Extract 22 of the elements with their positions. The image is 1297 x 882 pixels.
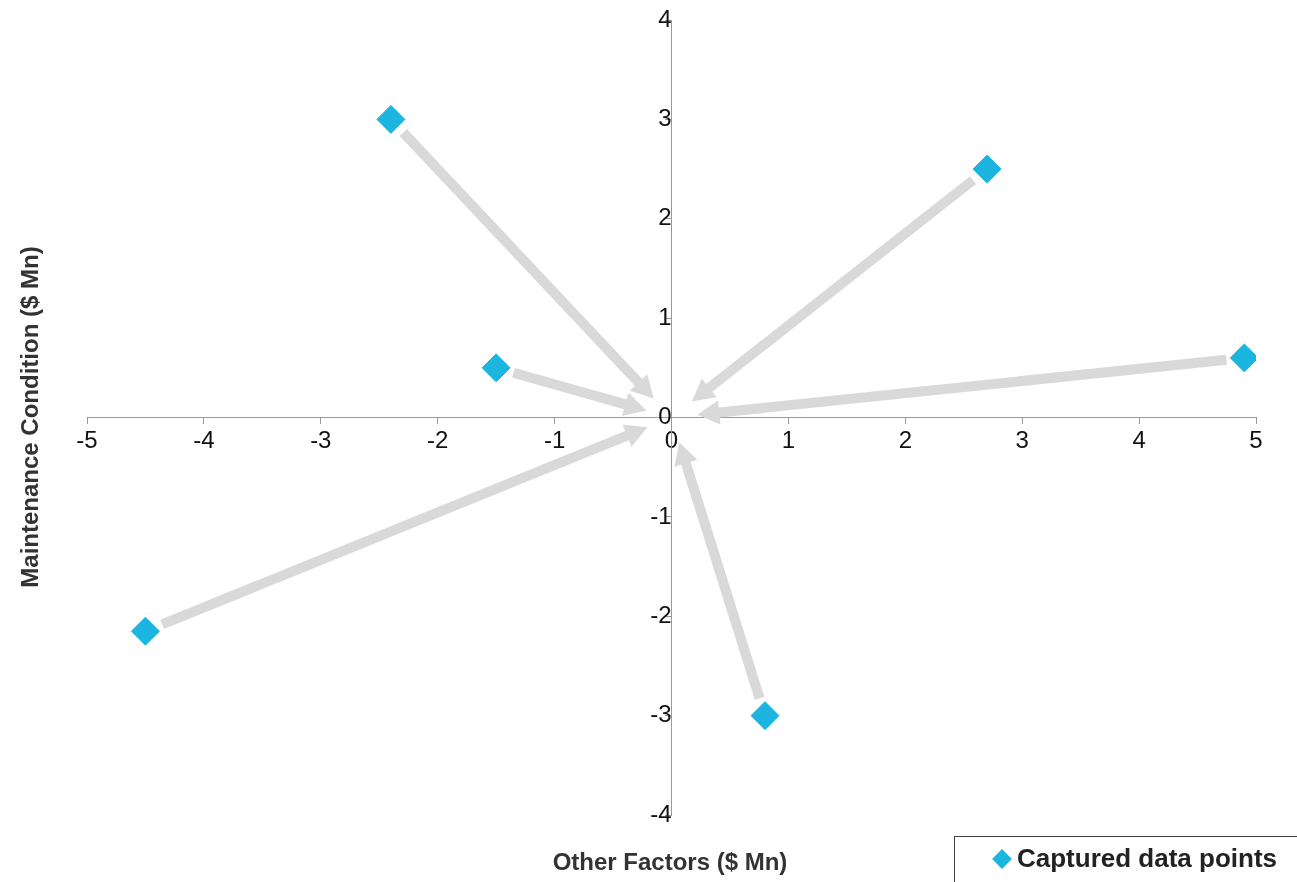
x-tick-label: -3 [310, 425, 332, 453]
x-tick-label: 4 [1132, 425, 1146, 453]
legend-label: Captured data points [1016, 843, 1277, 874]
x-tick-label: 2 [898, 425, 912, 453]
x-axis-title: Other Factors ($ Mn) [551, 848, 789, 876]
x-tick-label: 3 [1015, 425, 1029, 453]
x-tick-label: 5 [1249, 425, 1263, 453]
y-tick-label: -2 [650, 600, 672, 628]
y-tick-label: 2 [658, 203, 672, 231]
x-tick-label: 1 [781, 425, 796, 453]
x-tick-label: -5 [76, 425, 98, 453]
y-tick-label: -4 [650, 799, 672, 827]
x-tick-label: -2 [427, 425, 449, 453]
y-tick-label: -1 [650, 501, 672, 529]
x-tick-label: -4 [193, 425, 215, 453]
y-tick-label: 3 [658, 104, 672, 131]
x-tick-label: -1 [543, 425, 566, 453]
y-tick-label: 4 [658, 4, 672, 32]
y-tick-label: 1 [658, 302, 672, 330]
y-tick-label: -3 [650, 700, 672, 728]
y-axis-title: Maintenance Condition ($ Mn) [16, 246, 44, 588]
y-tick-label: 0 [658, 402, 672, 430]
